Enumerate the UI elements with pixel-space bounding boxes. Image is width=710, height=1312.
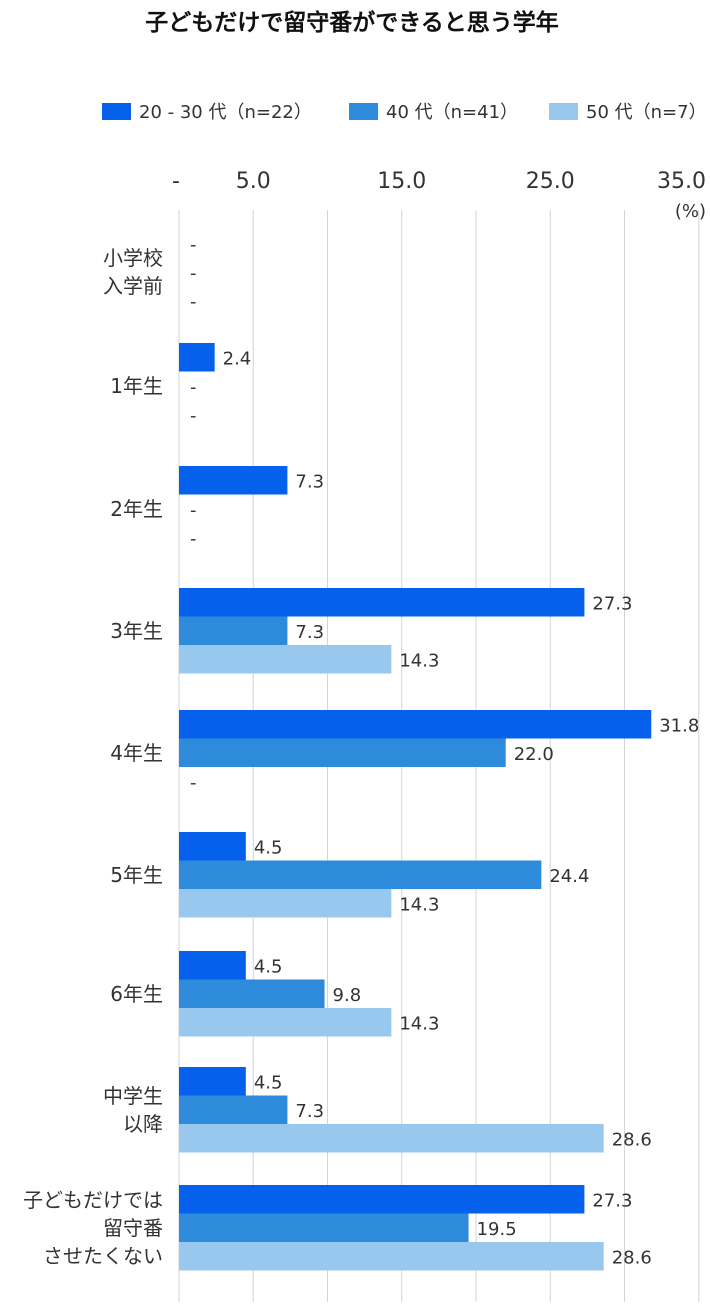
data-label: 4.5: [254, 956, 283, 977]
category-label-line: 3年生: [110, 619, 163, 643]
category-label: 2年生: [110, 497, 163, 521]
data-label: -: [190, 500, 197, 521]
bar: [179, 1242, 604, 1271]
category-label-line: 2年生: [110, 497, 163, 521]
bar: [179, 951, 246, 980]
data-label: -: [190, 234, 197, 255]
legend-swatch: [549, 103, 578, 120]
legend-label: 50 代（n=7）: [586, 102, 707, 123]
data-label: -: [190, 263, 197, 284]
data-label: 14.3: [399, 894, 439, 915]
category-label-line: 入学前: [103, 274, 163, 298]
x-tick-label: -: [172, 169, 180, 194]
data-label: 28.6: [612, 1129, 652, 1150]
data-label: 7.3: [295, 1101, 324, 1122]
category-label-line: 6年生: [110, 982, 163, 1006]
data-label: 2.4: [223, 348, 252, 369]
axis-unit-label: (%): [675, 201, 706, 222]
legend-label: 20 - 30 代（n=22）: [139, 102, 312, 123]
data-label: 14.3: [399, 1013, 439, 1034]
bar: [179, 343, 215, 372]
data-label: 31.8: [659, 715, 699, 736]
bar: [179, 1124, 604, 1153]
bar: [179, 1095, 288, 1124]
data-label: -: [190, 377, 197, 398]
data-label: 4.5: [254, 837, 283, 858]
legend-swatch: [349, 103, 378, 120]
data-label: -: [190, 291, 197, 312]
data-label: -: [190, 772, 197, 793]
legend-label: 40 代（n=41）: [386, 102, 518, 123]
data-label: 9.8: [333, 985, 362, 1006]
x-tick-label: 15.0: [377, 169, 426, 194]
category-label: 子どもだけでは留守番させたくない: [23, 1188, 163, 1268]
data-label: 7.3: [295, 471, 324, 492]
data-label: 14.3: [399, 650, 439, 671]
category-label-line: 1年生: [110, 374, 163, 398]
legend-swatch: [102, 103, 131, 120]
bar: [179, 889, 392, 918]
data-label: -: [190, 405, 197, 426]
data-label: 19.5: [477, 1219, 517, 1240]
x-axis: - 5.0 15.0 25.0 35.0: [172, 169, 706, 194]
bar: [179, 616, 288, 645]
category-label: 6年生: [110, 982, 163, 1006]
bar: [179, 588, 585, 617]
bar: [179, 645, 392, 674]
data-label: 4.5: [254, 1072, 283, 1093]
category-label: 小学校入学前: [103, 246, 163, 298]
category-label-line: 留守番: [103, 1216, 163, 1240]
bar: [179, 466, 288, 495]
data-label: 7.3: [295, 622, 324, 643]
category-labels: 小学校入学前 1年生 2年生 3年生 4年生 5年生 6年生中学生以降子どもだけでは留守番さ…: [23, 246, 163, 1268]
category-label: 1年生: [110, 374, 163, 398]
data-label: 24.4: [549, 866, 589, 887]
category-label-line: 中学生: [103, 1084, 163, 1108]
category-label-line: させたくない: [43, 1244, 163, 1268]
category-label-line: 小学校: [103, 246, 163, 270]
x-tick-label: 25.0: [526, 169, 575, 194]
bar: [179, 979, 325, 1008]
bar: [179, 1213, 469, 1242]
x-tick-label: 35.0: [657, 169, 706, 194]
bar: [179, 832, 246, 861]
x-tick-label: 5.0: [236, 169, 271, 194]
data-label: 27.3: [592, 593, 632, 614]
category-label-line: 子どもだけでは: [23, 1188, 163, 1212]
data-label: 22.0: [514, 744, 554, 765]
category-label-line: 4年生: [110, 741, 163, 765]
chart-legend: 20 - 30 代（n=22） 40 代（n=41） 50 代（n=7）: [102, 102, 707, 123]
bar: [179, 1067, 246, 1096]
bar: [179, 1008, 392, 1037]
category-label: 4年生: [110, 741, 163, 765]
data-label: -: [190, 528, 197, 549]
data-label: 27.3: [592, 1190, 632, 1211]
bar: [179, 738, 506, 767]
bar: [179, 860, 542, 889]
bar: [179, 710, 652, 739]
chart-title: 子どもだけで留守番ができると思う学年: [145, 9, 559, 36]
bars: - - - 2.4 - - 7.3 - - 27.3 7.3 14.3 31.8 22.0 - 4.5 24.4…: [179, 234, 699, 1271]
bar: [179, 1185, 585, 1214]
data-label: 28.6: [612, 1247, 652, 1268]
category-label-line: 5年生: [110, 863, 163, 887]
category-label: 中学生以降: [103, 1084, 163, 1136]
category-label-line: 以降: [123, 1112, 163, 1136]
category-label: 5年生: [110, 863, 163, 887]
category-label: 3年生: [110, 619, 163, 643]
